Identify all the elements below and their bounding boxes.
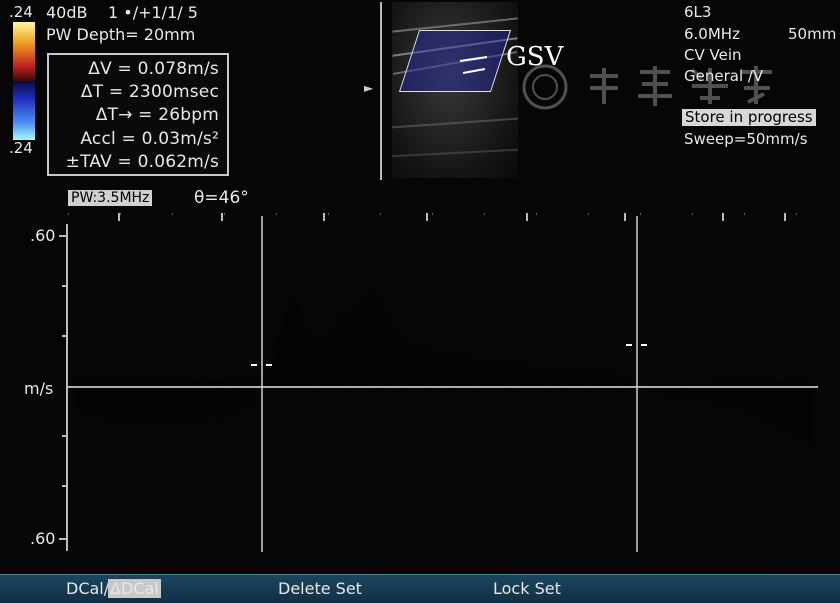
gsv-annotation: GSV [506,42,564,72]
velocity-scale-top: .60 [30,226,56,245]
color-scale-bottom: .24 [9,139,33,157]
color-scale-top: .24 [9,3,33,21]
velocity-unit: m/s [24,379,54,398]
probe-name: 6L3 [684,3,712,21]
velocity-scale-bottom: .60 [30,529,56,548]
store-status-badge: Store in progress [682,109,816,126]
focus-marker-icon: ► [364,81,374,95]
delete-set-softkey[interactable]: Delete Set [278,579,362,598]
acceleration: Accl = 0.03m/s² [80,129,219,149]
angle-readout: θ=46° [194,188,249,208]
image-bracket [380,2,390,180]
doppler-spectrum [59,213,830,552]
sample-gate-icon[interactable] [455,55,495,80]
image-depth: 50mm [788,25,837,43]
settings-readout: 1 •/+1/1/ 5 [108,3,198,22]
preset-name: CV Vein [684,46,742,64]
softkey-menu-bar: DCal/ ΔDCal Delete Set Lock Set [0,574,840,603]
lock-set-softkey[interactable]: Lock Set [493,579,561,598]
tav-readout: ±TAV = 0.062m/s [65,152,219,172]
delta-rate: ΔT→ = 26bpm [95,105,219,125]
pw-depth-readout: PW Depth= 20mm [46,25,196,44]
sweep-speed: Sweep=50mm/s [684,130,808,148]
probe-frequency: 6.0MHz [684,25,740,43]
delta-time: ΔT = 2300msec [80,82,219,102]
pw-frequency-label: PW:3.5MHz [68,190,153,206]
dcal-softkey[interactable]: DCal/ [66,579,110,598]
exam-type: General /V [684,67,764,85]
delta-dcal-softkey[interactable]: ΔDCal [108,579,161,598]
bmode-image [392,2,518,178]
publisher-watermark-logo [522,64,772,110]
gain-readout: 40dB [46,3,88,22]
measurement-box: ΔV = 0.078m/s ΔT = 2300msec ΔT→ = 26bpm … [47,53,229,176]
delta-velocity: ΔV = 0.078m/s [88,59,219,79]
color-scale-bar [13,22,35,140]
